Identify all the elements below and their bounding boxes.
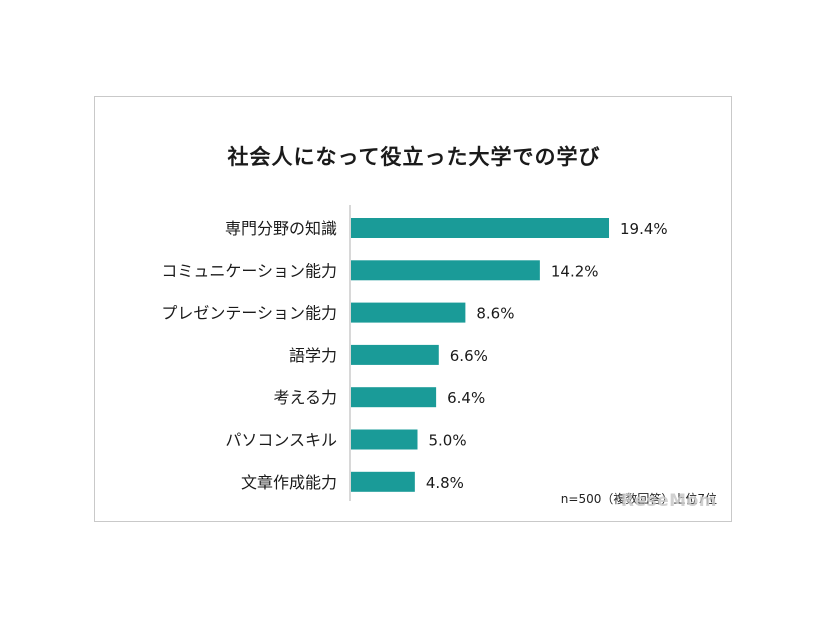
bar bbox=[351, 302, 466, 323]
bar bbox=[351, 429, 418, 450]
bar bbox=[351, 471, 415, 492]
category-label: 考える力 bbox=[273, 388, 337, 407]
chart-title: 社会人になって役立った大学での学び bbox=[227, 145, 601, 169]
bar bbox=[351, 344, 439, 365]
category-label: プレゼンテーション能力 bbox=[161, 304, 337, 323]
bar bbox=[351, 387, 437, 408]
value-label: 19.4% bbox=[620, 220, 668, 238]
value-label: 5.0% bbox=[429, 432, 467, 450]
sample-footnote: n=500（複数回答）上位7位 bbox=[560, 492, 717, 506]
bars-group: 専門分野の知識 19.4% コミュニケーション能力 14.2% プレゼンテーション能力 8… bbox=[161, 218, 668, 492]
chart-frame: 社会人になって役立った大学での学び 専門分野の知識 19.4% コミュニケーション能… bbox=[94, 96, 732, 522]
value-label: 8.6% bbox=[476, 305, 514, 323]
bar bbox=[351, 218, 610, 238]
value-label: 4.8% bbox=[426, 474, 464, 492]
category-label: コミュニケーション能力 bbox=[161, 261, 337, 280]
value-label: 6.6% bbox=[450, 347, 488, 365]
category-label: 文章作成能力 bbox=[241, 473, 337, 492]
bar bbox=[351, 260, 540, 281]
bar-chart: 専門分野の知識 19.4% コミュニケーション能力 14.2% プレゼンテーション能力 8… bbox=[161, 205, 668, 501]
watermark-logo: ReseMom bbox=[620, 491, 717, 511]
category-label: 専門分野の知識 bbox=[225, 219, 337, 238]
value-label: 14.2% bbox=[551, 262, 599, 280]
value-label: 6.4% bbox=[447, 389, 485, 407]
category-label: 語学力 bbox=[289, 346, 337, 365]
category-label: パソコンスキル bbox=[225, 431, 337, 450]
